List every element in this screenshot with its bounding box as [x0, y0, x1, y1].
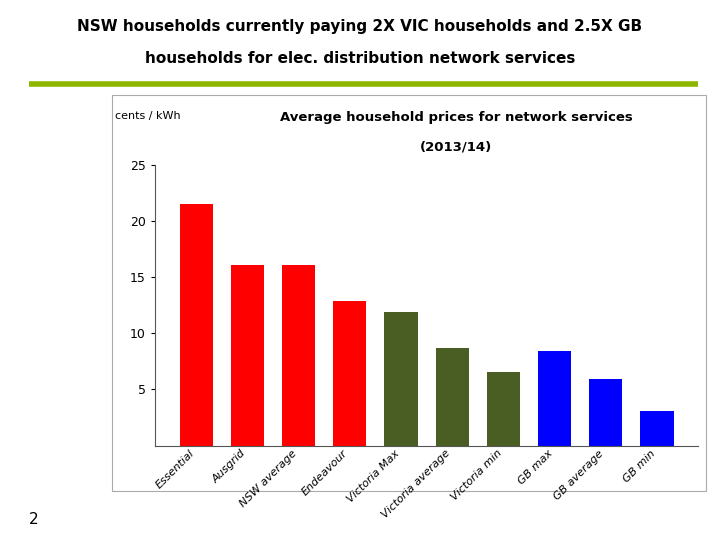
Bar: [436, 348, 469, 445]
Bar: [538, 351, 571, 445]
Bar: [230, 265, 264, 446]
Text: (2013/14): (2013/14): [420, 140, 492, 153]
Bar: [487, 373, 520, 446]
Text: cents / kWh: cents / kWh: [115, 111, 181, 121]
Bar: [282, 265, 315, 446]
Text: households for elec. distribution network services: households for elec. distribution networ…: [145, 51, 575, 66]
Bar: [333, 301, 366, 446]
Bar: [589, 379, 623, 446]
Text: 2: 2: [29, 512, 38, 527]
Bar: [179, 204, 213, 446]
Bar: [384, 312, 418, 446]
Bar: [640, 411, 674, 446]
Text: NSW households currently paying 2X VIC households and 2.5X GB: NSW households currently paying 2X VIC h…: [78, 19, 642, 34]
Text: Average household prices for network services: Average household prices for network ser…: [280, 111, 632, 124]
